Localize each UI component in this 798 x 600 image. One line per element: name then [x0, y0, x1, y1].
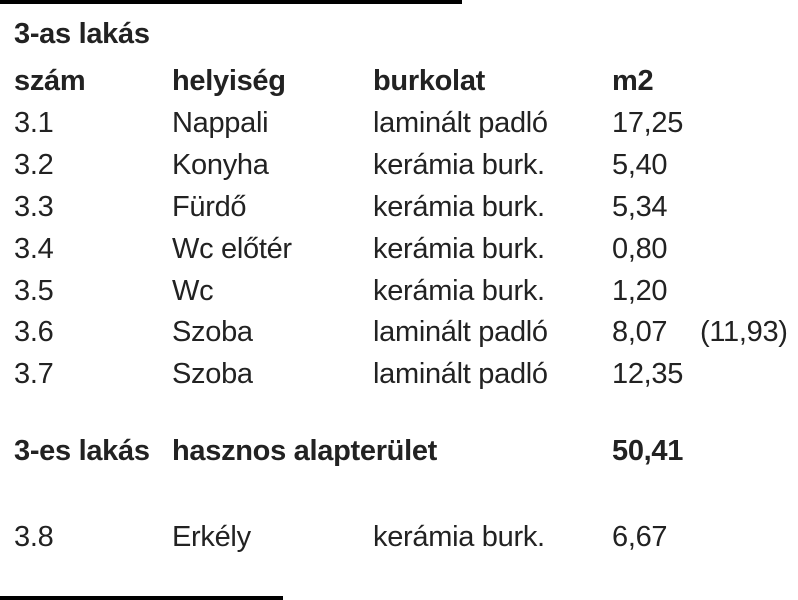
table-row: 3.4 Wc előtér kerámia burk. 0,80 [0, 235, 798, 277]
table-row: 3.7 Szoba laminált padló 12,35 [0, 360, 798, 402]
cell-area: 6,67 [612, 521, 668, 553]
cell-room: Fürdő [172, 191, 247, 223]
header-szam: szám [14, 65, 86, 97]
summary-label: 3-es lakás [14, 435, 150, 467]
header-helyiseg: helyiség [172, 65, 286, 97]
cell-room: Szoba [172, 316, 253, 348]
cell-area: 17,25 [612, 107, 684, 139]
table-row: 3.6 Szoba laminált padló 8,07 (11,93) [0, 318, 798, 360]
cell-num: 3.6 [14, 316, 54, 348]
summary-total: 50,41 [612, 435, 684, 467]
cell-area: 8,07 [612, 316, 668, 348]
cell-area-extra: (11,93) [700, 316, 788, 348]
cell-room: Szoba [172, 358, 253, 390]
table-row: 3.5 Wc kerámia burk. 1,20 [0, 277, 798, 319]
cell-num: 3.2 [14, 149, 54, 181]
header-burkolat: burkolat [373, 65, 485, 97]
cell-surface: kerámia burk. [373, 149, 545, 181]
table-row: 3.3 Fürdő kerámia burk. 5,34 [0, 193, 798, 235]
cell-num: 3.3 [14, 191, 54, 223]
cell-num: 3.7 [14, 358, 54, 390]
cell-room: Nappali [172, 107, 269, 139]
page-title: 3-as lakás [14, 18, 150, 50]
page-title-row: 3-as lakás [0, 20, 798, 62]
cell-surface: laminált padló [373, 358, 548, 390]
cell-room: Wc előtér [172, 233, 292, 265]
cell-area: 5,34 [612, 191, 668, 223]
cell-area: 1,20 [612, 275, 668, 307]
cell-surface: laminált padló [373, 107, 548, 139]
cell-surface: kerámia burk. [373, 275, 545, 307]
cell-area: 5,40 [612, 149, 668, 181]
cell-room: Konyha [172, 149, 269, 181]
cell-surface: kerámia burk. [373, 521, 545, 553]
cell-area: 0,80 [612, 233, 668, 265]
cell-area: 12,35 [612, 358, 684, 390]
cell-surface: kerámia burk. [373, 233, 545, 265]
scan-edge-artifact-bottom [0, 596, 283, 600]
scan-edge-artifact-top [0, 0, 462, 4]
table-header-row: szám helyiség burkolat m2 [0, 67, 798, 109]
summary-row: 3-es lakás hasznos alapterület 50,41 [0, 437, 798, 479]
cell-surface: laminált padló [373, 316, 548, 348]
cell-room: Wc [172, 275, 214, 307]
cell-room: Erkély [172, 521, 251, 553]
cell-num: 3.5 [14, 275, 54, 307]
cell-surface: kerámia burk. [373, 191, 545, 223]
table-row: 3.2 Konyha kerámia burk. 5,40 [0, 151, 798, 193]
cell-num: 3.4 [14, 233, 54, 265]
cell-num: 3.1 [14, 107, 54, 139]
table-row-balcony: 3.8 Erkély kerámia burk. 6,67 [0, 523, 798, 565]
cell-num: 3.8 [14, 521, 54, 553]
summary-description: hasznos alapterület [172, 435, 438, 467]
table-row: 3.1 Nappali laminált padló 17,25 [0, 109, 798, 151]
header-m2: m2 [612, 65, 654, 97]
